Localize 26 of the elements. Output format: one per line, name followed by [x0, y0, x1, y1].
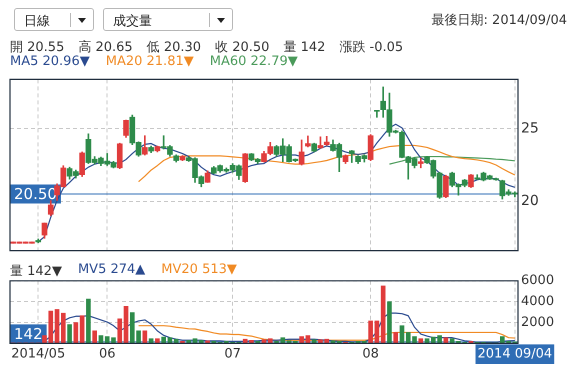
text: 高 20.65	[78, 39, 133, 55]
text: 漲跌 -0.05	[339, 39, 404, 56]
x-tick-label: 08	[362, 346, 379, 362]
text: MV20 513▼	[161, 262, 237, 277]
x-tick-label: 2014 09/04	[478, 346, 552, 362]
y-tick-label: 2000	[521, 314, 554, 330]
y-tick-label: 20	[521, 192, 539, 209]
text: 量 142▼	[10, 263, 62, 279]
y-tick-label: 6000	[521, 273, 554, 288]
text: 量 142	[283, 39, 326, 55]
x-tick-label: 07	[224, 346, 241, 362]
dropdown-field: 成交量	[103, 8, 233, 31]
text: MA60 22.79▼	[210, 54, 298, 69]
y-tick-label: 25	[521, 120, 539, 136]
text: 最後日期: 2014/09/04	[432, 12, 567, 29]
text: MA20 21.81▼	[106, 54, 194, 69]
dropdown-field: 日線	[14, 8, 94, 31]
text: MV5 274▲	[78, 262, 146, 277]
text: 收 20.50	[215, 39, 270, 55]
x-tick-label: 2014/05	[11, 346, 66, 362]
text: MA5 20.96▼	[10, 54, 90, 69]
ref-line-label: 142	[14, 324, 43, 343]
x-tick-label: 06	[98, 346, 116, 362]
y-tick-label: 4000	[521, 294, 554, 310]
text: 低 20.30	[146, 39, 202, 55]
text: 開 20.55	[10, 39, 64, 55]
